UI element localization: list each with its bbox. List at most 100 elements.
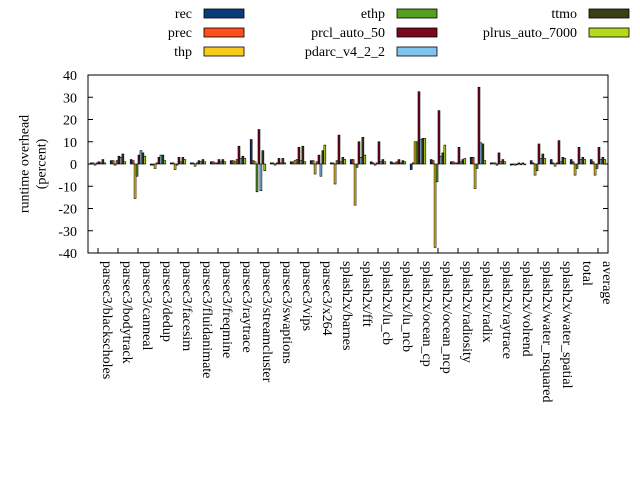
bar-plrus_auto_7000 (263, 163, 267, 171)
bar-ttmo (281, 158, 285, 165)
bar-thp (193, 163, 197, 167)
bar-prcl_auto_50 (517, 162, 521, 165)
x-tick-label: parsec3/vips (299, 261, 314, 331)
bar-prcl_auto_50 (437, 110, 441, 165)
bar-thp (253, 161, 257, 165)
bar-plrus_auto_7000 (503, 161, 507, 165)
y-tick-label: 40 (63, 69, 77, 84)
x-tick-label: splash2x/water_spatial (559, 261, 574, 389)
bar-thp (273, 163, 277, 166)
x-tick-label: parsec3/raytrace (239, 261, 254, 353)
legend-swatch-pdarc_v4_2_2 (396, 46, 438, 57)
bar-ttmo (161, 154, 165, 165)
bar-prec (571, 161, 575, 165)
legend-label-prcl_auto_50: prcl_auto_50 (311, 26, 385, 41)
bar-thp (173, 163, 177, 170)
x-tick-label: parsec3/dedup (159, 261, 174, 342)
bar-prec (471, 157, 475, 165)
x-tick-label: parsec3/swaptions (279, 261, 294, 364)
bar-ttmo (301, 145, 305, 165)
bar-prec (591, 161, 595, 165)
bar-prcl_auto_50 (237, 145, 241, 165)
bar-prcl_auto_50 (357, 141, 361, 165)
legend-label-rec: rec (175, 7, 192, 22)
x-tick-label: splash2x/lu_ncb (399, 261, 414, 352)
bar-ethp (355, 163, 359, 168)
x-tick-label: splash2x/fft (359, 261, 374, 327)
bars-group (89, 86, 607, 248)
bar-prcl_auto_50 (277, 158, 281, 165)
bar-plrus_auto_7000 (223, 161, 227, 165)
x-tick-label: splash2x/ocean_cp (419, 261, 434, 367)
y-axis: -40 -30 -20 -10 0 10 20 30 40 (58, 69, 608, 262)
x-tick-label: parsec3/x264 (319, 261, 334, 336)
x-tick-label: average (599, 261, 614, 305)
bar-plrus_auto_7000 (383, 161, 387, 165)
bar-ttmo (521, 162, 525, 165)
bar-plrus_auto_7000 (243, 158, 247, 165)
bar-rec (409, 163, 413, 170)
bar-prcl_auto_50 (177, 157, 181, 165)
bar-rec (529, 160, 533, 165)
bar-prcl_auto_50 (557, 140, 561, 165)
x-axis: parsec3/blackscholes parsec3/bodytrack par… (97, 248, 614, 403)
bar-prcl_auto_50 (337, 134, 341, 165)
bar-prcl_auto_50 (257, 129, 261, 165)
legend-swatch-ethp (396, 8, 438, 19)
legend-swatch-prcl_auto_50 (396, 27, 438, 38)
y-tick-label: -40 (58, 247, 77, 262)
bar-prcl_auto_50 (417, 91, 421, 165)
bar-plrus_auto_7000 (283, 162, 287, 165)
bar-thp (153, 163, 157, 169)
x-tick-label: splash2x/lu_cb (379, 261, 394, 345)
bar-prec (91, 162, 95, 165)
bar-prcl_auto_50 (297, 147, 301, 165)
bar-prec (171, 162, 175, 165)
plot-frame (87, 74, 609, 254)
bar-prcl_auto_50 (397, 159, 401, 165)
x-tick-label: parsec3/streamcluster (259, 261, 274, 383)
bar-ethp (135, 163, 139, 177)
y-tick-label: -10 (58, 180, 77, 195)
bar-prec (271, 162, 275, 165)
bar-ttmo (261, 150, 265, 165)
bar-plrus_auto_7000 (183, 159, 187, 165)
x-tick-label: parsec3/blackscholes (99, 261, 114, 379)
bar-prec (111, 160, 115, 165)
bar-rec (549, 159, 553, 165)
legend-swatch-plrus_auto_7000 (588, 27, 630, 38)
bar-prec (351, 159, 355, 165)
bar-prcl_auto_50 (497, 152, 501, 165)
bar-prec (311, 160, 315, 165)
x-tick-label: parsec3/bodytrack (119, 261, 134, 364)
legend-label-plrus_auto_7000: plrus_auto_7000 (483, 26, 577, 41)
bar-plrus_auto_7000 (563, 158, 567, 165)
y-axis-label-line: runtime overhead (18, 115, 33, 213)
bar-plrus_auto_7000 (403, 161, 407, 165)
bar-plrus_auto_7000 (163, 160, 167, 165)
bar-plrus_auto_7000 (323, 144, 327, 165)
legend-swatch-ttmo (588, 8, 630, 19)
bar-plrus_auto_7000 (103, 162, 107, 165)
bar-ethp (535, 163, 539, 171)
x-tick-label: parsec3/facesim (179, 261, 194, 351)
chart-legend: rec prec thp ethp prcl_auto_50 pdarc_v4_2_2 tt… (168, 7, 630, 60)
bar-ethp (435, 163, 439, 183)
bar-prcl_auto_50 (597, 147, 601, 165)
bar-thp (93, 163, 97, 166)
legend-swatch-prec (203, 27, 245, 38)
bar-plrus_auto_7000 (603, 159, 607, 165)
legend-label-ethp: ethp (361, 7, 385, 22)
bar-pdarc_v4_2_2 (519, 163, 523, 166)
x-tick-label: total (579, 261, 594, 286)
bar-prec (371, 162, 375, 165)
legend-label-ttmo: ttmo (551, 7, 577, 22)
bar-prec (531, 162, 535, 165)
bar-ethp (495, 163, 499, 166)
bar-plrus_auto_7000 (343, 159, 347, 165)
bar-plrus_auto_7000 (523, 163, 527, 166)
bar-pdarc_v4_2_2 (259, 163, 263, 192)
x-tick-label: splash2x/radix (479, 261, 494, 343)
bar-thp (553, 163, 557, 167)
